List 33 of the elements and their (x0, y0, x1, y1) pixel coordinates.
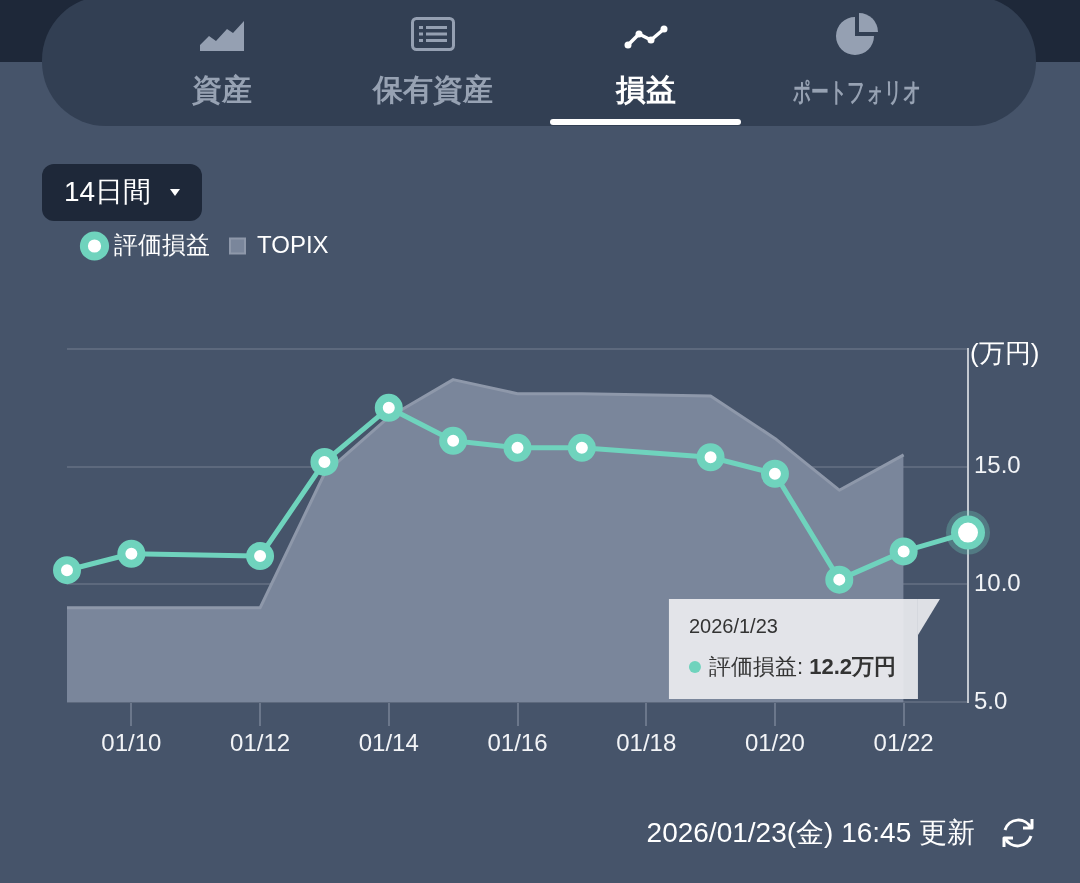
point (53, 556, 81, 585)
annotation: 2026/1/23 (688, 613, 779, 639)
x-tick-label: 01/20 (744, 729, 805, 757)
x-tick-label: 01/14 (358, 729, 419, 757)
point (117, 539, 146, 568)
y-tick-label: 5.0 (974, 686, 1008, 714)
point (889, 537, 918, 566)
legend-label: 評価損益 (114, 230, 210, 258)
text: ポートフォリオ (792, 76, 922, 109)
text: 2026/01/23(金) 16:45 更新 (646, 816, 975, 850)
period-dropdown: 14日間 (42, 164, 202, 221)
legend-label: TOPIX (257, 230, 329, 258)
x-tick-label: 01/16 (487, 729, 548, 757)
annotation: 評価損益: 12.2万円 (708, 652, 896, 681)
point (374, 393, 403, 422)
point (503, 433, 532, 462)
point (310, 447, 339, 476)
point (696, 443, 725, 472)
point (760, 459, 789, 488)
point (567, 433, 596, 462)
point (439, 426, 468, 455)
y-tick-label: 10.0 (974, 568, 1021, 596)
y-axis-title: (万円) (970, 338, 1040, 369)
point (246, 542, 275, 571)
text: 資産 (192, 72, 252, 108)
x-tick-label: 01/22 (873, 729, 934, 757)
text: 保有資産 (373, 72, 493, 108)
x-tick-label: 01/18 (616, 729, 677, 757)
y-tick-label: 15.0 (974, 451, 1021, 479)
text: 損益 (616, 72, 676, 108)
point (825, 565, 854, 594)
x-tick-label: 01/12 (230, 729, 291, 757)
x-tick-label: 01/10 (101, 729, 162, 757)
